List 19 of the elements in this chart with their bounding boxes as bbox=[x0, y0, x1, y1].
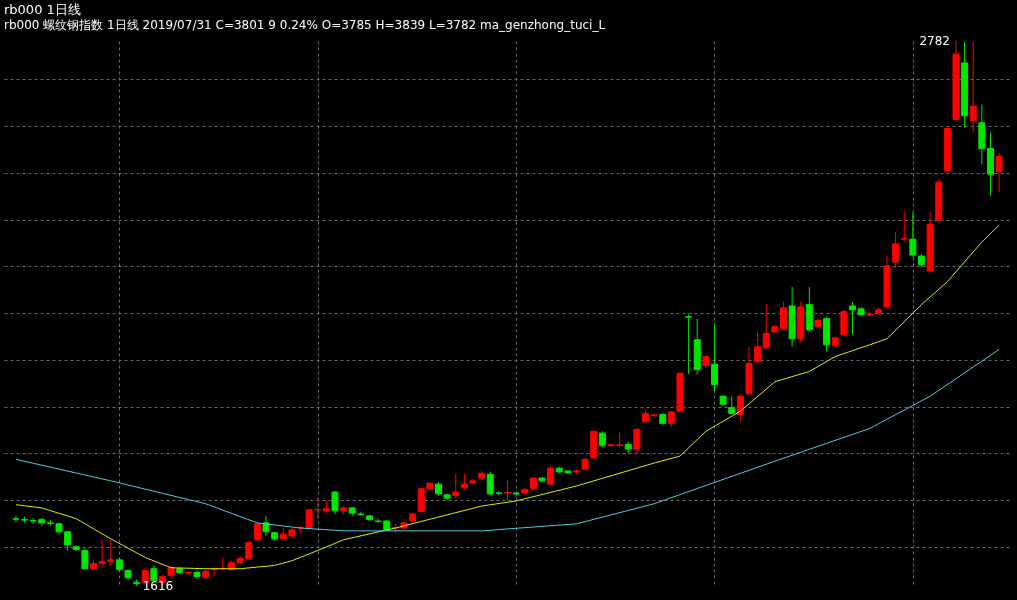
candlestick bbox=[754, 331, 762, 365]
candlestick bbox=[633, 427, 641, 455]
candlestick bbox=[81, 548, 89, 571]
candlestick bbox=[995, 152, 1003, 193]
candlestick bbox=[331, 490, 339, 515]
candlestick bbox=[969, 41, 977, 134]
candlestick bbox=[452, 473, 460, 499]
annotation: 1616 bbox=[142, 579, 174, 593]
candlestick bbox=[710, 323, 718, 393]
candlestick bbox=[504, 480, 511, 502]
candlestick bbox=[900, 211, 908, 243]
candlestick bbox=[892, 231, 900, 269]
candlestick bbox=[736, 393, 744, 422]
chart-subtitle: rb000 螺纹钢指数 1日线 2019/07/31 C=3801 9 0.24% O=3785 H=3839 L=3782 ma_genzhong_tuci_L bbox=[4, 18, 606, 32]
candlestick bbox=[685, 313, 693, 375]
annotation: 2782 bbox=[919, 34, 950, 48]
candlestick bbox=[840, 309, 848, 337]
chart-title: rb000 1日线 bbox=[4, 2, 81, 17]
candlestick bbox=[762, 303, 770, 350]
